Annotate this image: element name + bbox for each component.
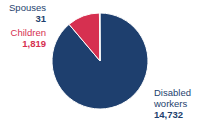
slice-label-line: workers <box>153 98 188 109</box>
data-label: 1,819 <box>22 38 46 49</box>
slice-label: Disabledworkers <box>153 87 191 109</box>
pie-slice <box>69 13 100 61</box>
pie-slice <box>99 13 101 61</box>
slice-label-line: Spouses <box>9 2 46 13</box>
slice-label-line: Children <box>11 27 46 38</box>
data-label: 31 <box>35 13 46 24</box>
slice-label: Spouses <box>9 2 46 13</box>
labels: Disabledworkers14,732 Children1,819 Spouse… <box>9 2 191 120</box>
data-label: 14,732 <box>154 109 183 120</box>
pie <box>52 13 148 109</box>
pie-slice <box>52 13 148 109</box>
chart: Disabledworkers14,732 Children1,819 Spouse… <box>0 0 206 122</box>
slice-label-line: Disabled <box>154 87 191 98</box>
slice-label: Children <box>11 27 46 38</box>
